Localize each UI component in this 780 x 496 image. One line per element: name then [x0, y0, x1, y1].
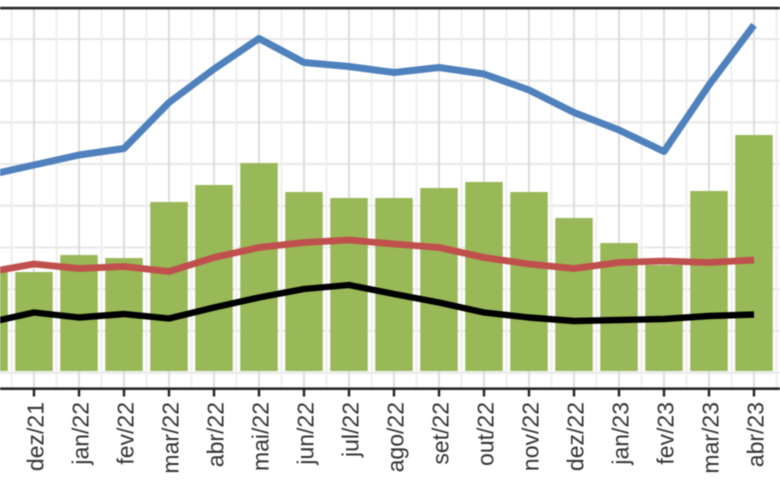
svg-text:jul/22: jul/22 — [338, 402, 364, 458]
svg-text:jan/22: jan/22 — [68, 402, 94, 466]
svg-text:out/22: out/22 — [473, 402, 499, 466]
svg-text:abr/22: abr/22 — [203, 402, 229, 467]
svg-text:mar/23: mar/23 — [698, 402, 724, 474]
svg-text:mai/22: mai/22 — [248, 402, 274, 471]
svg-text:fev/22: fev/22 — [113, 402, 139, 465]
svg-text:set/22: set/22 — [428, 402, 454, 465]
svg-text:jun/22: jun/22 — [293, 402, 319, 466]
svg-text:fev/23: fev/23 — [653, 402, 679, 465]
svg-text:ago/22: ago/22 — [383, 402, 409, 472]
svg-text:nov/22: nov/22 — [518, 402, 544, 471]
svg-text:dez/22: dez/22 — [563, 402, 589, 471]
svg-text:dez/21: dez/21 — [23, 402, 49, 471]
svg-text:mar/22: mar/22 — [158, 402, 184, 474]
svg-text:abr/23: abr/23 — [743, 402, 769, 467]
svg-text:jan/23: jan/23 — [608, 402, 634, 466]
